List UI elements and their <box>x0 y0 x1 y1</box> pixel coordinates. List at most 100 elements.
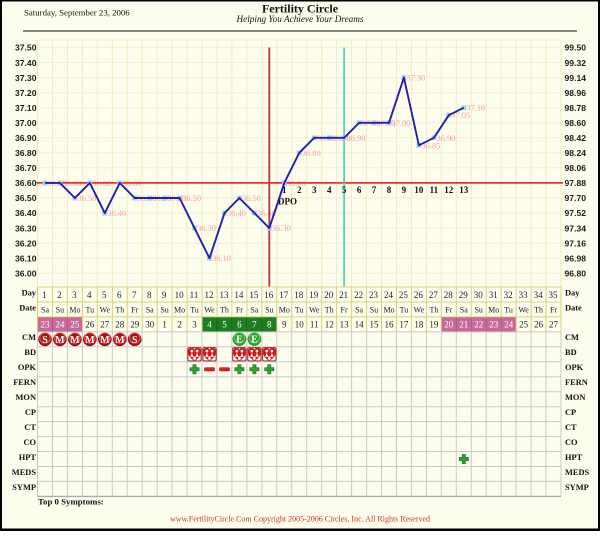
svg-text:26: 26 <box>414 290 424 300</box>
svg-text:29: 29 <box>130 320 140 330</box>
svg-text:36.50: 36.50 <box>242 194 261 203</box>
svg-text:98.24: 98.24 <box>565 148 587 158</box>
svg-text:22: 22 <box>354 290 363 300</box>
svg-text:35: 35 <box>549 290 559 300</box>
svg-text:36.90: 36.90 <box>437 134 456 143</box>
svg-text:36.85: 36.85 <box>422 141 441 150</box>
svg-text:HPT: HPT <box>19 453 37 462</box>
svg-text:36.90: 36.90 <box>347 134 366 143</box>
svg-text:27: 27 <box>100 320 110 330</box>
svg-text:MEDS: MEDS <box>565 468 590 477</box>
svg-text:CT: CT <box>24 423 36 432</box>
svg-text:11: 11 <box>190 290 199 300</box>
svg-text:Su: Su <box>160 305 168 314</box>
svg-text:E: E <box>251 335 258 346</box>
svg-text:16: 16 <box>385 320 395 330</box>
svg-text:26: 26 <box>85 320 95 330</box>
svg-text:Mo: Mo <box>488 305 499 314</box>
svg-text:Th: Th <box>115 305 124 314</box>
svg-text:36.50: 36.50 <box>15 193 37 203</box>
svg-text:OPK: OPK <box>18 363 37 372</box>
svg-text:99.14: 99.14 <box>565 73 587 83</box>
svg-text:7: 7 <box>252 320 257 330</box>
svg-text:37.00: 37.00 <box>392 119 411 128</box>
svg-text:9: 9 <box>162 290 167 300</box>
svg-text:S: S <box>42 335 48 346</box>
svg-text:27: 27 <box>429 290 439 300</box>
svg-text:7: 7 <box>132 290 137 300</box>
svg-text:15: 15 <box>249 290 259 300</box>
svg-text:36.10: 36.10 <box>15 253 37 263</box>
svg-text:98.96: 98.96 <box>565 88 587 98</box>
svg-text:36.40: 36.40 <box>227 209 246 218</box>
svg-text:96.80: 96.80 <box>565 268 587 278</box>
svg-text:Date: Date <box>565 303 582 312</box>
svg-text:37.20: 37.20 <box>15 88 37 98</box>
svg-text:4: 4 <box>327 185 332 195</box>
svg-text:37.30: 37.30 <box>407 74 426 83</box>
svg-text:12: 12 <box>325 320 334 330</box>
svg-text:We: We <box>518 305 529 314</box>
svg-text:Su: Su <box>474 305 482 314</box>
svg-text:99.50: 99.50 <box>565 43 587 53</box>
svg-text:15: 15 <box>370 320 380 330</box>
svg-text:FERN: FERN <box>565 378 588 387</box>
svg-text:6: 6 <box>237 320 242 330</box>
svg-text:37.30: 37.30 <box>15 73 37 83</box>
svg-text:37.40: 37.40 <box>15 58 37 68</box>
svg-text:97.34: 97.34 <box>565 223 587 233</box>
svg-text:CO: CO <box>23 438 36 447</box>
svg-text:Tu: Tu <box>295 305 304 314</box>
svg-text:16: 16 <box>264 290 274 300</box>
svg-text:Th: Th <box>429 305 438 314</box>
svg-text:10: 10 <box>414 185 424 195</box>
svg-text:8: 8 <box>267 320 272 330</box>
svg-text:10: 10 <box>295 320 305 330</box>
svg-text:1: 1 <box>162 320 167 330</box>
svg-text:97.88: 97.88 <box>565 178 587 188</box>
svg-text:Mo: Mo <box>383 305 394 314</box>
svg-text:Date: Date <box>19 303 36 312</box>
svg-text:98.06: 98.06 <box>565 163 587 173</box>
svg-text:24: 24 <box>55 320 65 330</box>
svg-text:9: 9 <box>282 320 287 330</box>
svg-text:34: 34 <box>534 290 544 300</box>
svg-text:Sa: Sa <box>460 305 468 314</box>
svg-text:25: 25 <box>70 320 80 330</box>
svg-text:M: M <box>115 335 125 346</box>
svg-text:M: M <box>55 335 65 346</box>
svg-text:2: 2 <box>177 320 182 330</box>
svg-text:99.32: 99.32 <box>565 58 587 68</box>
svg-text:Sa: Sa <box>250 305 258 314</box>
svg-text:Day: Day <box>22 288 37 297</box>
svg-text:25: 25 <box>399 290 409 300</box>
svg-text:96.98: 96.98 <box>565 253 587 263</box>
svg-text:13: 13 <box>220 290 230 300</box>
svg-text:20: 20 <box>324 290 334 300</box>
svg-text:Th: Th <box>325 305 334 314</box>
svg-text:Sa: Sa <box>146 305 154 314</box>
svg-text:19: 19 <box>309 290 319 300</box>
svg-text:CP: CP <box>25 408 36 417</box>
svg-text:Su: Su <box>370 305 378 314</box>
svg-text:98.78: 98.78 <box>565 103 587 113</box>
svg-text:6: 6 <box>117 290 122 300</box>
svg-text:Mo: Mo <box>174 305 185 314</box>
svg-text:27: 27 <box>549 320 559 330</box>
svg-text:5: 5 <box>222 320 227 330</box>
svg-text:Tu: Tu <box>504 305 513 314</box>
svg-text:37.10: 37.10 <box>15 103 37 113</box>
svg-text:M: M <box>100 335 110 346</box>
svg-text:FERN: FERN <box>13 378 36 387</box>
svg-text:37.00: 37.00 <box>15 118 37 128</box>
svg-text:We: We <box>414 305 425 314</box>
svg-text:4: 4 <box>87 290 92 300</box>
svg-text:M: M <box>70 335 80 346</box>
svg-text:36.30: 36.30 <box>197 224 216 233</box>
svg-text:CT: CT <box>565 423 577 432</box>
svg-text:4: 4 <box>207 320 212 330</box>
svg-text:SYMP: SYMP <box>12 483 36 492</box>
svg-text:We: We <box>204 305 215 314</box>
svg-text:97.16: 97.16 <box>565 238 587 248</box>
svg-text:26: 26 <box>534 320 544 330</box>
